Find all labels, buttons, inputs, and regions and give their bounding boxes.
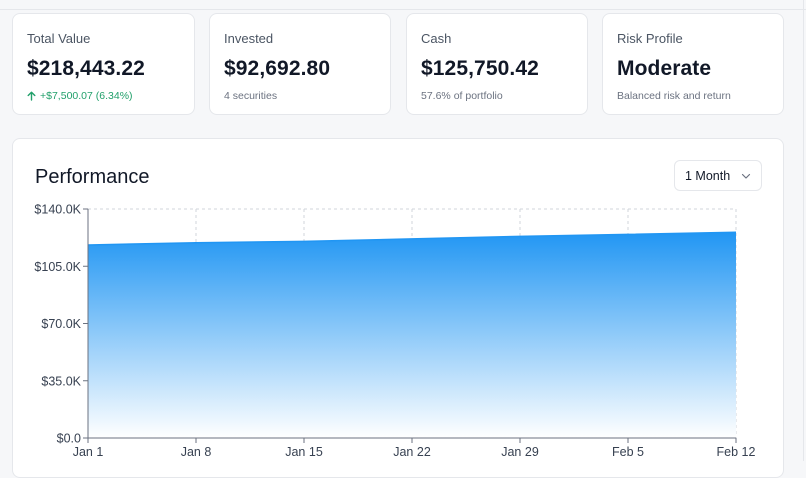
time-range-value: 1 Month <box>685 168 731 183</box>
y-tick-label: $70.0K <box>41 317 81 331</box>
y-tick-label: $0.0 <box>57 432 81 446</box>
risk-profile-card: Risk Profile Moderate Balanced risk and … <box>602 13 784 115</box>
time-range-select[interactable]: 1 Month <box>674 160 762 191</box>
x-tick-label: Jan 1 <box>73 445 104 459</box>
x-tick-label: Jan 29 <box>501 445 539 459</box>
total-value-card: Total Value $218,443.22 +$7,500.07 (6.34… <box>12 13 195 115</box>
risk-profile-description: Balanced risk and return <box>617 90 731 102</box>
invested-securities-count: 4 securities <box>224 90 278 102</box>
series-area <box>88 232 736 438</box>
invested-amount: $92,692.80 <box>224 57 331 80</box>
y-tick-label: $140.0K <box>34 203 81 217</box>
x-tick-label: Feb 12 <box>717 445 756 459</box>
header-divider <box>0 9 806 10</box>
series-line <box>87 231 737 246</box>
chevron-down-icon <box>741 170 751 184</box>
risk-profile-label: Risk Profile <box>617 31 683 46</box>
cash-amount: $125,750.42 <box>421 57 539 80</box>
total-value-change-text: +$7,500.07 (6.34%) <box>40 90 133 102</box>
cash-label: Cash <box>421 31 452 46</box>
chart-axes: $0.0 $35.0K $70.0K $105.0K $140.0K Jan 1 Jan 8… <box>34 203 755 460</box>
invested-label: Invested <box>224 31 274 46</box>
performance-title: Performance <box>35 166 150 188</box>
cash-portfolio-share: 57.6% of portfolio <box>421 90 503 102</box>
total-value-label: Total Value <box>27 31 91 46</box>
arrow-up-icon <box>27 91 36 101</box>
x-tick-label: Jan 15 <box>285 445 323 459</box>
chart-area-layer <box>87 231 737 438</box>
x-tick-label: Feb 5 <box>612 445 644 459</box>
x-tick-label: Jan 8 <box>181 445 212 459</box>
total-value-amount: $218,443.22 <box>27 57 145 80</box>
risk-profile-value: Moderate <box>617 57 712 80</box>
total-value-change: +$7,500.07 (6.34%) <box>27 90 133 102</box>
y-tick-label: $35.0K <box>41 374 81 388</box>
scrollbar-track <box>803 0 804 461</box>
x-tick-label: Jan 22 <box>393 445 431 459</box>
cash-card: Cash $125,750.42 57.6% of portfolio <box>406 13 588 115</box>
performance-chart: $0.0 $35.0K $70.0K $105.0K $140.0K Jan 1 Jan 8… <box>34 203 755 460</box>
y-tick-label: $105.0K <box>34 260 81 274</box>
invested-card: Invested $92,692.80 4 securities <box>209 13 391 115</box>
